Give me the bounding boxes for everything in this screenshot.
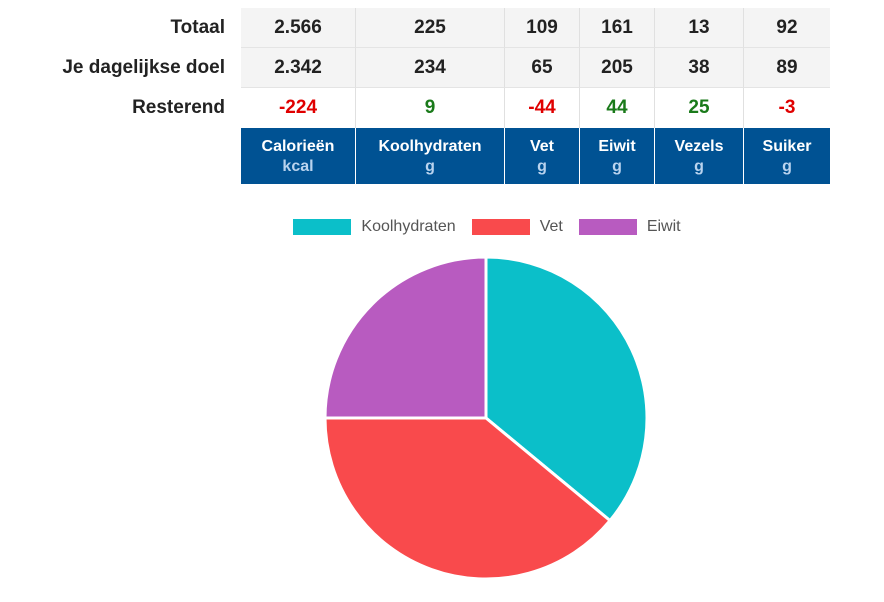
table-cell: 225 — [355, 8, 504, 48]
header-spacer — [0, 128, 241, 184]
legend-label: Eiwit — [646, 218, 681, 235]
column-name: Vet — [529, 138, 554, 155]
row-label: Resterend — [132, 97, 225, 118]
column-unit: g — [537, 158, 547, 175]
legend-swatch — [471, 219, 530, 235]
legend-item-koolhydraten[interactable]: Koolhydraten — [293, 218, 456, 236]
remaining-cell: -44 — [504, 88, 579, 128]
row-label: Je dagelijkse doel — [62, 57, 225, 78]
chart-legend: Koolhydraten Vet Eiwit — [0, 218, 884, 236]
column-unit: g — [612, 158, 622, 175]
pie-slice-vet[interactable] — [323, 416, 612, 581]
column-unit: kcal — [282, 158, 314, 175]
table-cell: 92 — [743, 8, 830, 48]
column-unit: g — [782, 158, 792, 175]
table-cell: 234 — [355, 48, 504, 88]
table-row-resterend: Resterend -224 9 -44 44 25 -3 — [0, 88, 884, 128]
remaining-cell: -224 — [278, 97, 318, 118]
column-name: Vezels — [674, 138, 724, 155]
table-row-totaal: Totaal 2.566 225 109 161 13 92 — [0, 8, 884, 48]
table-cell: 205 — [579, 48, 654, 88]
macro-pie-chart — [323, 255, 649, 581]
table-cell: 2.342 — [241, 48, 355, 88]
remaining-cell: 25 — [654, 88, 743, 128]
table-row-daily-goal: Je dagelijkse doel 2.342 234 65 205 38 8… — [0, 48, 884, 88]
pie-slice-koolhydraten[interactable] — [484, 255, 649, 523]
column-name: Suiker — [762, 138, 812, 155]
remaining-cell: 9 — [355, 88, 504, 128]
table-cell: 89 — [743, 48, 830, 88]
column-header-fiber: Vezels g — [654, 128, 743, 184]
column-header-fat: Vet g — [504, 128, 579, 184]
table-cell: 13 — [654, 8, 743, 48]
table-column-headers: Calorieën kcal Koolhydraten g Vet g Eiwi… — [0, 128, 884, 184]
table-cell: 65 — [504, 48, 579, 88]
table-cell: 109 — [504, 8, 579, 48]
column-name: Calorieën — [261, 138, 335, 155]
nutrition-summary-table: Totaal 2.566 225 109 161 13 92 Je dageli… — [0, 8, 884, 184]
row-label: Totaal — [170, 17, 225, 38]
legend-swatch — [293, 219, 352, 235]
legend-label: Koolhydraten — [361, 218, 456, 235]
table-cell: 2.566 — [241, 8, 355, 48]
column-unit: g — [425, 158, 435, 175]
column-name: Eiwit — [598, 138, 636, 155]
column-unit: g — [694, 158, 704, 175]
column-header-calories: Calorieën kcal — [241, 128, 355, 184]
column-name: Koolhydraten — [378, 138, 482, 155]
legend-item-eiwit[interactable]: Eiwit — [578, 218, 681, 236]
legend-swatch — [578, 219, 637, 235]
column-header-protein: Eiwit g — [579, 128, 654, 184]
legend-item-vet[interactable]: Vet — [471, 218, 563, 236]
column-header-sugar: Suiker g — [743, 128, 830, 184]
pie-slice-eiwit[interactable] — [323, 255, 488, 420]
legend-label: Vet — [539, 218, 563, 235]
table-cell: 38 — [654, 48, 743, 88]
remaining-cell: 44 — [579, 88, 654, 128]
column-header-carbs: Koolhydraten g — [355, 128, 504, 184]
remaining-cell: -3 — [743, 88, 830, 128]
table-cell: 161 — [579, 8, 654, 48]
